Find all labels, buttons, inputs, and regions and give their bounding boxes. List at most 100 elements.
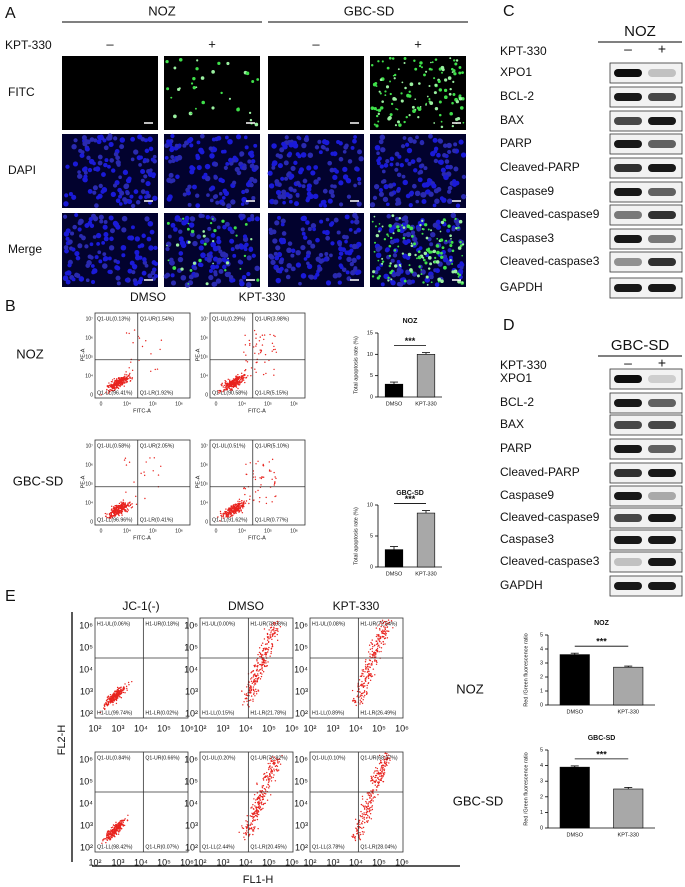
nucleus (181, 275, 187, 281)
nucleus (423, 166, 427, 170)
event-dot (270, 471, 271, 472)
event-dot (268, 779, 269, 780)
event-dot (106, 839, 107, 840)
event-dot (275, 478, 276, 479)
event-dot (243, 488, 244, 489)
fitc-signal (423, 259, 426, 262)
event-dot (259, 647, 260, 648)
event-dot (363, 676, 364, 677)
event-dot (117, 380, 118, 381)
event-dot (254, 828, 255, 829)
event-dot (363, 812, 364, 813)
nucleus (195, 154, 199, 158)
event-dot (116, 505, 117, 506)
event-dot (112, 704, 113, 705)
event-dot (271, 643, 272, 644)
event-dot (261, 665, 262, 666)
fitc-signal (227, 258, 229, 260)
event-dot (129, 377, 130, 378)
event-dot (360, 811, 361, 812)
fitc-signal (409, 268, 413, 272)
event-dot (277, 631, 278, 632)
fitc-signal (458, 276, 460, 278)
nucleus (247, 217, 252, 222)
protein-label: XPO1 (500, 65, 532, 79)
quadrant-label: H1-LL(0.15%) (202, 710, 235, 716)
event-dot (249, 496, 250, 497)
event-dot (368, 671, 369, 672)
nucleus (433, 223, 438, 228)
treatment-sign: – (624, 355, 632, 371)
x-tick-label: 10⁶ (285, 723, 299, 733)
event-dot (124, 683, 125, 684)
event-dot (360, 834, 361, 835)
event-dot (255, 463, 256, 464)
nucleus (77, 174, 82, 179)
x-tick-label: 10² (193, 857, 206, 867)
event-dot (380, 770, 381, 771)
event-dot (376, 627, 377, 628)
nucleus (397, 260, 401, 264)
event-dot (268, 642, 269, 643)
nucleus (84, 244, 88, 248)
event-dot (221, 385, 222, 386)
nucleus (246, 272, 250, 276)
nucleus (137, 280, 142, 285)
fitc-signal (388, 116, 392, 120)
event-dot (371, 664, 372, 665)
nucleus (148, 245, 153, 250)
event-dot (263, 659, 264, 660)
nucleus (453, 167, 458, 172)
event-dot (107, 701, 108, 702)
event-dot (377, 642, 378, 643)
fitc-signal (460, 244, 463, 247)
nucleus (221, 202, 225, 206)
fitc-signal (226, 62, 229, 65)
nucleus (303, 236, 307, 240)
fitc-signal (459, 94, 462, 97)
y-axis-label: PE-A (195, 348, 201, 361)
event-dot (116, 513, 117, 514)
nucleus (384, 184, 389, 189)
nucleus (434, 159, 438, 163)
fitc-signal (440, 231, 442, 233)
protein-label: PARP (500, 441, 532, 455)
event-dot (254, 353, 255, 354)
y-tick-label: 10⁷ (86, 316, 94, 322)
event-dot (270, 636, 271, 637)
event-dot (241, 378, 242, 379)
fitc-signal (166, 87, 169, 90)
event-dot (274, 482, 275, 483)
event-dot (260, 653, 261, 654)
event-dot (271, 479, 272, 480)
event-dot (113, 824, 114, 825)
fitc-signal (411, 243, 413, 245)
nucleus (376, 252, 382, 258)
fitc-signal (452, 250, 454, 252)
event-dot (239, 503, 240, 504)
event-dot (245, 464, 246, 465)
event-dot (273, 768, 274, 769)
y-axis-label: Red /Green fluorescence ratio (523, 752, 529, 825)
fitc-signal (422, 257, 424, 259)
event-dot (253, 346, 254, 347)
event-dot (364, 690, 365, 691)
event-dot (263, 779, 264, 780)
event-dot (121, 512, 122, 513)
event-dot (261, 667, 262, 668)
event-dot (257, 812, 258, 813)
nucleus (216, 136, 221, 141)
fitc-signal (404, 57, 407, 60)
event-dot (127, 381, 128, 382)
fitc-signal (190, 269, 193, 272)
nucleus (338, 180, 343, 185)
fitc-signal (418, 250, 421, 253)
nucleus (171, 223, 176, 228)
event-dot (259, 803, 260, 804)
nucleus (271, 166, 275, 170)
fitc-signal (457, 227, 459, 229)
fitc-signal (448, 76, 452, 80)
event-dot (263, 795, 264, 796)
event-dot (241, 825, 242, 826)
nucleus (352, 244, 358, 250)
